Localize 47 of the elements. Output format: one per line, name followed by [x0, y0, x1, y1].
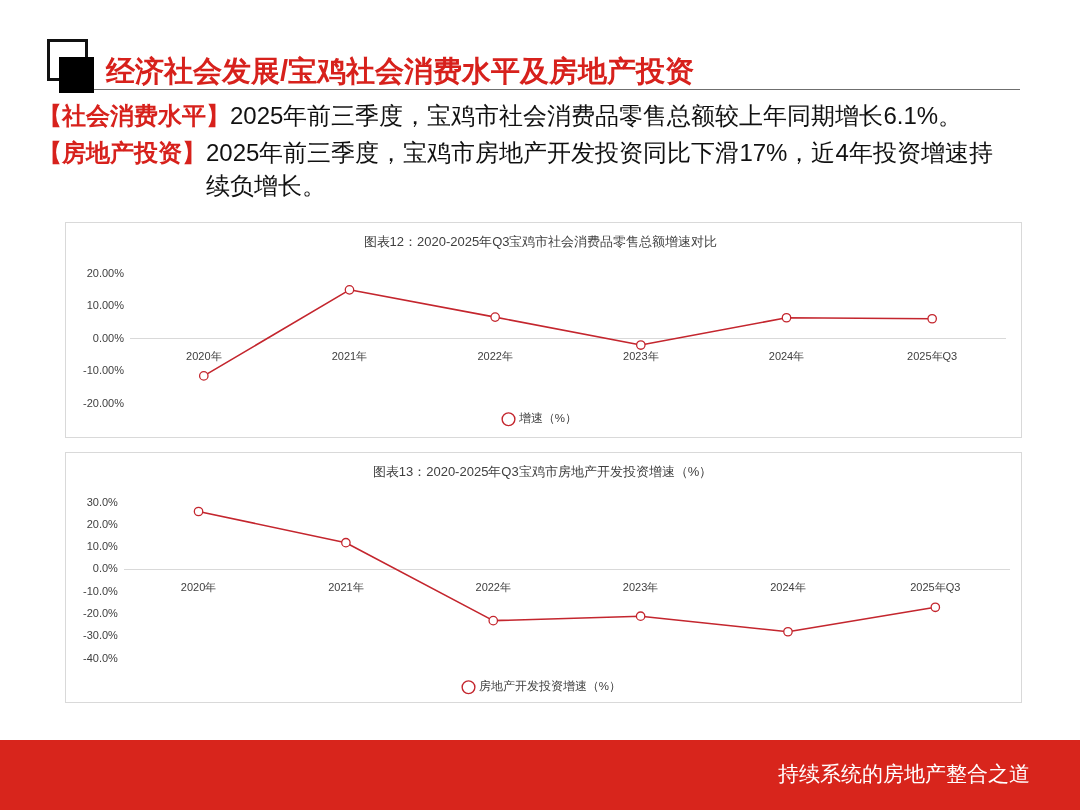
y-tick-label: 0.0% [92, 562, 119, 575]
point [193, 506, 204, 517]
legend-label: 房地产开发投资增速（%） [478, 679, 621, 694]
y-tick-label: 10.0% [86, 540, 119, 553]
x-tick-label: 2020年 [180, 581, 217, 594]
text: 【房地产投资】 [38, 139, 206, 166]
x-tick-label: 2024年 [770, 581, 806, 594]
x-tick-label: 2022年 [475, 581, 511, 594]
x-tick-label: 2021年 [331, 350, 368, 363]
point [488, 615, 499, 626]
y-tick-label: 20.0% [86, 517, 119, 530]
y-tick-label: -30.0% [82, 629, 119, 642]
point [781, 312, 792, 323]
x-tick-label: 2021年 [328, 581, 364, 594]
y-tick-label: -10.0% [82, 584, 119, 597]
y-tick-label: 10.00% [86, 299, 125, 312]
y-tick-label: -10.00% [82, 364, 125, 377]
x-tick-label: 2025年Q3 [907, 350, 958, 363]
point [344, 284, 355, 295]
point [198, 371, 209, 381]
y-tick-label: 20.00% [86, 266, 125, 279]
point [635, 340, 646, 350]
chart-title: 图表13：2020-2025年Q3宝鸡市房地产开发投资增速（%） [372, 464, 713, 480]
point [783, 626, 793, 637]
text: 经济社会发展/宝鸡社会消费水平及房地产投资 [106, 55, 695, 87]
text: 持续系统的房地产整合之道 [778, 762, 1030, 785]
chart-title: 图表12：2020-2025年Q3宝鸡市社会消费品零售总额增速对比 [363, 234, 718, 250]
x-tick-label: 2025年Q3 [910, 581, 961, 594]
y-tick-label: 0.00% [92, 331, 125, 344]
y-tick-label: -40.0% [82, 651, 119, 664]
x-tick-label: 2023年 [623, 350, 659, 363]
point [341, 537, 351, 548]
text: 2025年前三季度，宝鸡市社会消费品零售总额较上年同期增长6.1%。 [230, 102, 963, 129]
y-tick-label: -20.00% [82, 396, 125, 409]
x-tick-label: 2024年 [768, 350, 805, 363]
x-tick-label: 2022年 [477, 350, 513, 363]
point [927, 313, 938, 324]
x-tick-label: 2020年 [186, 350, 222, 363]
legend-label: 增速（%） [517, 412, 577, 426]
x-tick-label: 2023年 [622, 581, 659, 594]
text: 2025年前三季度，宝鸡市房地产开发投资同比下滑17%，近4年投资增速持续负增长。 [206, 139, 993, 199]
y-tick-label: -20.0% [82, 606, 119, 619]
text: 【社会消费水平】 [38, 102, 230, 129]
point [490, 312, 500, 322]
point [930, 602, 941, 613]
point [635, 611, 646, 622]
y-tick-label: 30.0% [86, 495, 119, 508]
